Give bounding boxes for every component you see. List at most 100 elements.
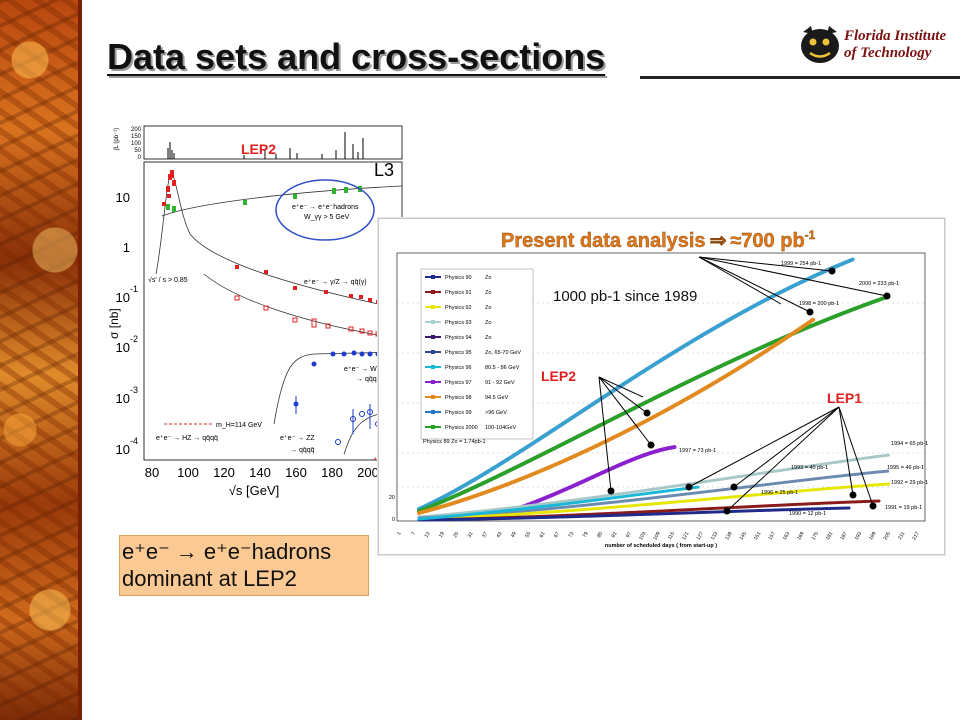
legend-desc: 94.5 GeV bbox=[485, 395, 509, 401]
legend-name: Physics 98 bbox=[445, 395, 472, 401]
legend-marker bbox=[431, 365, 435, 369]
annotation: e⁺e⁻ → W⁺W⁻ bbox=[344, 366, 391, 373]
x-tick: 85 bbox=[596, 531, 604, 539]
x-tick: 180 bbox=[321, 465, 343, 480]
year-labels: 1999 = 254 pb-1 2000 = 233 pb-1 1998 = 2… bbox=[679, 261, 928, 517]
lep2-label: LEP2 bbox=[241, 141, 276, 157]
legend-marker bbox=[431, 395, 435, 399]
decorative-side-strip bbox=[0, 0, 78, 720]
legend-marker bbox=[431, 305, 435, 309]
y-tick: 10 bbox=[116, 190, 130, 205]
x-tick: 67 bbox=[553, 531, 561, 539]
x-tick: 103 bbox=[638, 531, 647, 541]
x-tick: 127 bbox=[696, 531, 705, 541]
x-tick: 97 bbox=[625, 531, 633, 539]
lumi-plot-svg: Present data analysis ⇒ ≈700 pb-1 Physics … bbox=[389, 228, 928, 549]
x-axis-label: √s [GeV] bbox=[229, 483, 279, 498]
x-tick: 73 bbox=[567, 531, 575, 539]
legend-desc: 100-104GeV bbox=[485, 425, 517, 431]
institution-logo: Florida Institute of Technology bbox=[798, 20, 958, 70]
legend-marker bbox=[431, 380, 435, 384]
callout-1000pb: 1000 pb-1 since 1989 bbox=[553, 288, 697, 305]
legend-name: Physics 90 bbox=[445, 275, 472, 281]
x-tick: 31 bbox=[467, 531, 475, 539]
panther-logo-icon bbox=[801, 26, 839, 63]
headline-text: Present data analysis ⇒ ≈700 pb-1 bbox=[501, 228, 816, 252]
l3-plot-svg: ∫L (pb⁻¹) 200 150 100 50 0 LEP2 L3 10 1 bbox=[107, 125, 413, 498]
x-tick: 19 bbox=[438, 531, 446, 539]
theory-curves bbox=[155, 171, 403, 455]
legend: Physics 90 Zo Physics 91 Zo Physics 92 Zo Phys… bbox=[420, 268, 534, 440]
y-tick: 10 bbox=[116, 391, 130, 406]
l3-cross-section-plot: ∫L (pb⁻¹) 200 150 100 50 0 LEP2 L3 10 1 bbox=[104, 124, 413, 501]
x-tick: 145 bbox=[739, 531, 748, 541]
x-tick: 25 bbox=[452, 531, 460, 539]
legend-desc: 80.5 - 86 GeV bbox=[485, 365, 520, 371]
x-tick: 163 bbox=[782, 531, 791, 541]
plot-annotations: e⁺e⁻ → e⁺e⁻hadrons W_γγ > 5 GeV √s' / s … bbox=[148, 204, 391, 454]
x-tick: 160 bbox=[285, 465, 307, 480]
x-tick: 169 bbox=[796, 531, 805, 541]
legend-name: Physics 92 bbox=[445, 305, 472, 311]
year-label: 1996 = 25 pb-1 bbox=[761, 490, 798, 496]
y-tick: 10 bbox=[116, 340, 130, 355]
x-tick: 100 bbox=[177, 465, 199, 480]
y-axis-ticks: 10 1 10 10 10 10 bbox=[116, 190, 130, 457]
year-label: 1991 = 19 pb-1 bbox=[885, 505, 922, 511]
year-label: 1994 = 65 pb-1 bbox=[891, 441, 928, 447]
annotation: e⁺e⁻ → HZ → qq̄qq̄ bbox=[156, 435, 218, 442]
y-exp: -3 bbox=[130, 385, 138, 395]
annotation: e⁺e⁻ → ZZ bbox=[280, 435, 315, 442]
top-panel-histogram bbox=[167, 132, 364, 159]
legend-desc: Zo bbox=[485, 320, 491, 326]
legend-desc: >96 GeV bbox=[485, 410, 507, 416]
legend-desc: Zo bbox=[485, 305, 491, 311]
legend-name: Physics 93 bbox=[445, 320, 472, 326]
top-tick: 50 bbox=[134, 148, 141, 154]
annotation: e⁺e⁻ → γ/Z → qq̄(γ) bbox=[304, 279, 367, 286]
legend-desc: 91 - 92 GeV bbox=[485, 380, 515, 386]
legend-marker bbox=[431, 350, 435, 354]
lumi-y-ticks: 20 0 bbox=[389, 495, 395, 523]
x-tick: 115 bbox=[667, 531, 676, 541]
annotation: W_γγ > 5 GeV bbox=[304, 214, 350, 221]
year-label: 1998 = 200 pb-1 bbox=[799, 301, 839, 307]
ww-points bbox=[293, 350, 381, 414]
legend-marker bbox=[431, 290, 435, 294]
y-exp: -1 bbox=[130, 284, 138, 294]
x-tick: 193 bbox=[854, 531, 863, 541]
l3-label: L3 bbox=[374, 160, 394, 180]
x-tick: 157 bbox=[767, 531, 776, 541]
y-tick: 20 bbox=[389, 495, 395, 501]
top-panel-ticks: 200 150 100 50 0 bbox=[131, 127, 142, 161]
implies-arrow-icon: ⇒ bbox=[710, 230, 727, 252]
y-axis-exponents: -1 -2 -3 -4 bbox=[130, 284, 138, 446]
x-tick: 91 bbox=[611, 531, 619, 539]
x-tick: 13 bbox=[424, 531, 432, 539]
legend-marker bbox=[431, 410, 435, 414]
top-tick: 100 bbox=[131, 141, 142, 147]
x-tick: 1 bbox=[396, 531, 403, 537]
pointer-lines bbox=[598, 256, 888, 512]
legend-name: Physics 97 bbox=[445, 380, 472, 386]
y-tick: 1 bbox=[123, 240, 130, 255]
legend-desc: Zo bbox=[485, 275, 491, 281]
note-line-1: e⁺e⁻ → e⁺e⁻hadrons bbox=[122, 539, 332, 564]
legend-name: Physics 91 bbox=[445, 290, 472, 296]
sprime-points bbox=[234, 295, 381, 337]
y-tick: 0 bbox=[392, 517, 395, 523]
year-label: 1997 = 73 pb-1 bbox=[679, 448, 716, 454]
legend-desc: Zo bbox=[485, 290, 491, 296]
title-underline-rule bbox=[640, 76, 960, 79]
lep2-callout: LEP2 bbox=[541, 368, 576, 384]
x-tick: 187 bbox=[839, 531, 848, 541]
logo-text-line-2: of Technology bbox=[844, 45, 932, 61]
top-panel-label: ∫L (pb⁻¹) bbox=[113, 128, 120, 151]
logo-text-line-1: Florida Institute bbox=[844, 28, 947, 44]
year-label: 1993 = 40 pb-1 bbox=[791, 465, 828, 471]
x-tick: 37 bbox=[481, 531, 489, 539]
legend-name: Physics 94 bbox=[445, 335, 472, 341]
x-tick: 139 bbox=[724, 531, 733, 541]
year-label: 1999 = 254 pb-1 bbox=[781, 261, 821, 267]
y-exp: -4 bbox=[130, 436, 138, 446]
